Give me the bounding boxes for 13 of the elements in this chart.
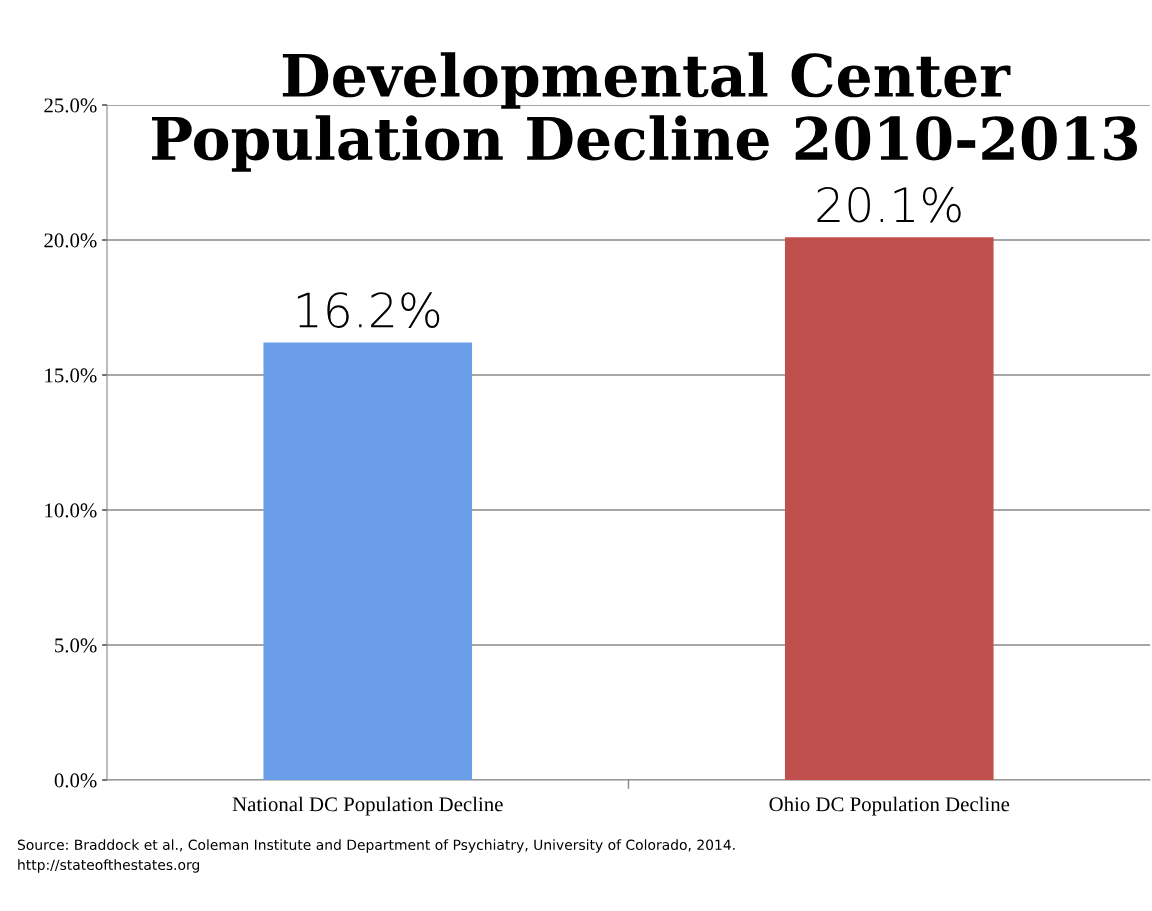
y-tick-label: 10.0% <box>45 503 97 518</box>
y-tick-label: 20.0% <box>44 233 97 248</box>
x-tick-label: National DC Population Decline <box>232 796 503 816</box>
y-tick-label: 25.0% <box>44 98 97 113</box>
chart-title: Developmental Center Population Decline 2010-2013 <box>152 52 1137 172</box>
y-tick-label: 0.0% <box>54 773 97 788</box>
data-label: 16.2% <box>297 292 440 328</box>
data-label: 20.1% <box>817 186 961 223</box>
source-note: Source: Braddock et al., Coleman Institute and Department of Psychiatry, University of Colorado, 2014. <box>17 839 735 853</box>
x-tick-label: Ohio DC Population Decline <box>769 796 1010 816</box>
text: http://stateofthestates.org <box>18 859 200 873</box>
y-tick-label: 15.0% <box>45 368 97 383</box>
y-tick-label: 5.0% <box>55 638 97 653</box>
